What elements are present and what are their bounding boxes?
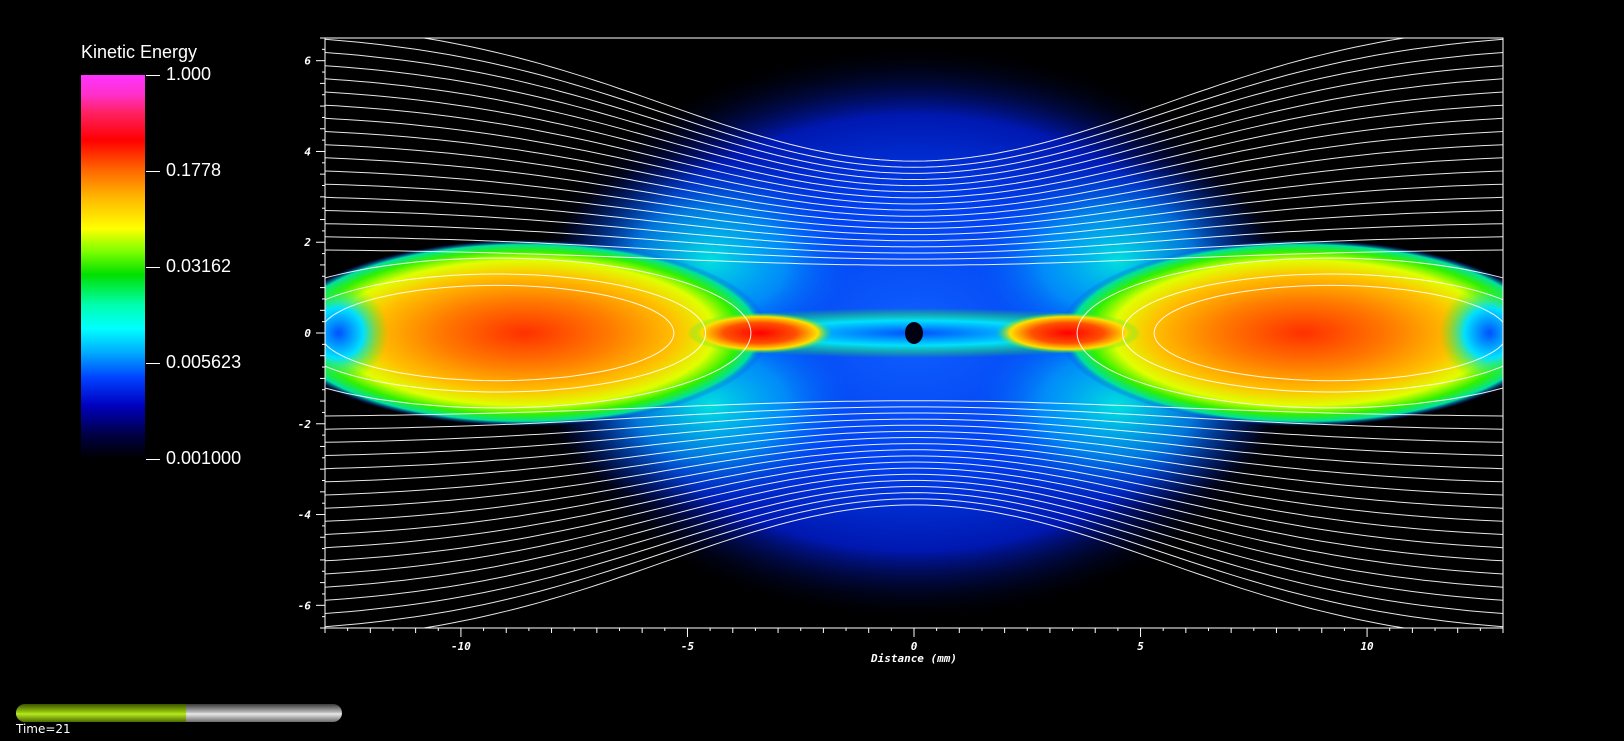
streamline [325,418,1503,457]
colorbar-label: 0.005623 [166,352,242,372]
field-edge [1439,283,1503,383]
streamline [325,473,1503,575]
streamline [325,492,1503,615]
field-lobe [325,239,769,427]
colorbar-label: 0.03162 [166,256,232,276]
time-label: Time=21 [16,722,71,736]
streamline [325,209,1503,248]
streamline-loop [325,257,752,409]
streamline [325,461,1503,549]
colorbar-tick [146,171,160,172]
y-tick-label: 6 [304,55,311,68]
streamline [325,467,1503,562]
streamline [325,449,1503,522]
x-axis-title: Distance (mm) [870,652,957,665]
y-tick-label: -4 [298,509,312,522]
colorbar-label: 0.1778 [166,160,222,180]
y-tick-label: 2 [303,236,311,249]
colorbar-tick [146,267,160,268]
streamline [325,196,1503,242]
streamline [325,498,1503,628]
colorbar-tick [146,75,160,76]
streamline [325,223,1503,254]
x-tick-label: -5 [681,640,695,653]
streamline [325,104,1503,199]
kinetic-energy-field [325,38,1503,628]
streamline-loop [1076,257,1503,409]
streamline [325,144,1503,217]
streamline-loop [325,273,707,393]
time-progress-fill [16,704,186,722]
streamline [325,91,1503,193]
streamline [325,430,1503,483]
streamline [325,236,1503,260]
streamline-loop [325,284,675,382]
streamline [325,436,1503,496]
x-tick-label: 10 [1360,640,1374,653]
streamline [325,412,1503,443]
streamline-loop [1121,273,1503,393]
streamline [325,455,1503,536]
streamline [325,78,1503,187]
field-hotspot [995,312,1141,354]
streamline [325,117,1503,205]
colorbar-gradient [81,75,145,459]
streamline [325,130,1503,211]
streamline [325,51,1503,174]
y-tick-label: -6 [298,599,312,612]
colorbar-tick [146,459,160,460]
streamline [325,249,1503,266]
y-tick-label: 0 [304,327,311,340]
x-tick-label: 5 [1137,640,1144,653]
plot-axes: -10 -5 0 5 10 6 4 2 0 -2 -4 -6 [298,37,1504,653]
colorbar-tick [146,363,160,364]
field-hotspot [687,312,833,354]
x-tick-label: 0 [911,640,918,653]
y-tick-label: 4 [304,145,311,158]
streamline [325,424,1503,470]
streamline [420,38,1408,162]
streamline [325,400,1503,417]
field-lobe [1059,239,1503,427]
streamline-loop [1153,284,1503,382]
field-edge [325,283,389,383]
streamline [325,443,1503,509]
streamline [325,170,1503,230]
colorbar-legend: Kinetic Energy 1.000 0.1778 0.03162 0.00562… [0,0,270,480]
streamline [325,157,1503,223]
y-tick-label: -2 [298,418,312,431]
streamline [325,38,1503,168]
streamline [325,65,1503,181]
streamline [420,504,1408,628]
field-streamlines [325,38,1503,628]
colorbar-label: 1.000 [166,64,212,84]
colorbar-title: Kinetic Energy [81,42,198,62]
x-tick-label: -10 [451,640,471,653]
streamline [325,183,1503,236]
streamline [325,479,1503,588]
colorbar-label: 0.001000 [166,448,242,468]
time-progress-bar[interactable] [16,704,342,722]
field-null-point [905,322,923,344]
streamline [325,406,1503,430]
streamline [325,485,1503,601]
